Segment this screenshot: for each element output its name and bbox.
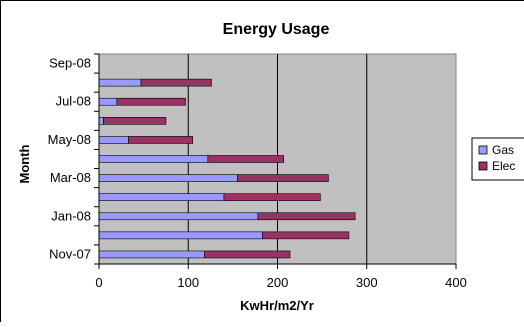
bar-gas-aug-08 [99,79,141,86]
legend: Gas Elec [472,138,524,180]
legend-label-gas: Gas [492,143,514,157]
y-tick-label: Mar-08 [50,170,91,185]
bar-gas-nov-07 [99,251,204,258]
x-tick-label: 100 [177,275,199,290]
x-tick-label: 0 [95,275,102,290]
legend-swatch-elec [479,162,487,170]
y-axis-title: Month [17,144,32,183]
bar-gas-feb-08 [99,194,224,201]
x-tick-label: 300 [356,275,378,290]
y-tick-label: Jul-08 [56,94,91,109]
bar-elec-dec-07 [262,232,349,239]
bar-elec-jun-08 [103,117,165,124]
y-tick-label: May-08 [48,132,91,147]
bar-gas-apr-08 [99,156,208,163]
bar-elec-feb-08 [224,194,320,201]
bar-elec-mar-08 [237,175,328,182]
chart-title: Energy Usage [223,21,330,38]
bar-gas-dec-07 [99,232,262,239]
y-tick-label: Nov-07 [49,246,91,261]
bar-elec-jan-08 [258,213,355,220]
x-axis-title: KwHr/m2/Yr [240,298,314,313]
bar-elec-may-08 [128,136,192,143]
y-tick-label: Jan-08 [51,208,91,223]
legend-label-elec: Elec [492,159,515,173]
x-tick-label: 400 [445,275,467,290]
bar-elec-jul-08 [117,98,186,105]
bar-elec-aug-08 [141,79,212,86]
bar-elec-apr-08 [208,156,284,163]
legend-swatch-gas [479,146,487,154]
bar-gas-jul-08 [99,98,117,105]
y-tick-label: Sep-08 [49,56,91,71]
bar-gas-mar-08 [99,175,237,182]
bar-gas-may-08 [99,136,128,143]
bar-gas-jan-08 [99,213,258,220]
bar-elec-nov-07 [204,251,290,258]
x-tick-label: 200 [267,275,289,290]
bar-gas-jun-08 [99,117,103,124]
